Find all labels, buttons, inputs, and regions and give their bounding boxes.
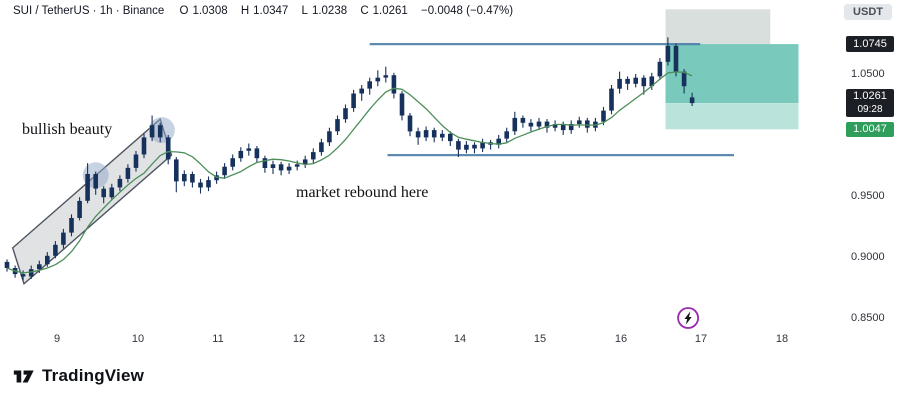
date-tick: 10 — [131, 333, 145, 345]
current-price-value: 1.0261 — [853, 90, 887, 102]
price-tick: 0.8500 — [851, 312, 885, 324]
date-tick: 13 — [372, 333, 386, 345]
tradingview-logo-text: TradingView — [42, 366, 145, 385]
target-price-badge: 1.0047 — [846, 122, 894, 137]
profit-zone-extension[interactable] — [665, 103, 799, 130]
quote-currency-badge[interactable]: USDT — [844, 4, 892, 20]
price-tick: 1.0500 — [851, 68, 885, 80]
date-tick: 11 — [212, 333, 224, 345]
open-label: O — [179, 5, 189, 17]
date-tick: 15 — [533, 333, 547, 345]
price-chart-canvas[interactable] — [0, 0, 843, 352]
lightning-icon — [684, 311, 692, 325]
annotation-market-rebound[interactable]: market rebound here — [296, 184, 429, 201]
high-label: H — [240, 5, 250, 17]
price-tick: 0.9000 — [851, 251, 885, 263]
low-value: 1.0238 — [311, 5, 348, 17]
upper-gray-zone[interactable] — [665, 9, 771, 45]
date-tick: 18 — [775, 333, 789, 345]
bullish-channel[interactable] — [11, 117, 173, 286]
annotation-bullish-beauty[interactable]: bullish beauty — [22, 121, 113, 138]
time-axis[interactable]: 9 10 11 12 13 14 15 16 17 18 — [0, 330, 843, 350]
close-value: 1.0261 — [372, 5, 408, 17]
ma-line[interactable] — [6, 71, 693, 274]
high-value: 1.0347 — [253, 5, 289, 17]
date-tick: 17 — [694, 333, 708, 345]
current-price-badge: 1.0261 09:28 — [846, 89, 894, 117]
date-tick: 9 — [53, 333, 61, 345]
open-value: 1.0308 — [192, 5, 228, 17]
change-value: −0.0048 (−0.47%) — [421, 5, 514, 17]
resistance-price-badge: 1.0745 — [846, 36, 894, 52]
symbol-title[interactable]: SUI / TetherUS · 1h · Binance — [13, 5, 165, 17]
price-tick: 0.9500 — [851, 190, 885, 202]
low-label: L — [301, 5, 308, 17]
tradingview-logo[interactable]: TradingView — [12, 366, 144, 386]
candle-countdown: 09:28 — [857, 104, 883, 115]
date-tick: 14 — [453, 333, 467, 345]
tradingview-logo-mark — [13, 370, 34, 383]
date-tick: 16 — [614, 333, 628, 345]
lightning-event-marker[interactable] — [677, 307, 699, 329]
date-tick: 12 — [292, 333, 306, 345]
price-axis[interactable]: 1.0500 0.9500 0.9000 0.8500 1.0745 1.026… — [843, 0, 900, 352]
close-label: C — [360, 5, 369, 17]
candlestick-series[interactable] — [4, 37, 695, 281]
